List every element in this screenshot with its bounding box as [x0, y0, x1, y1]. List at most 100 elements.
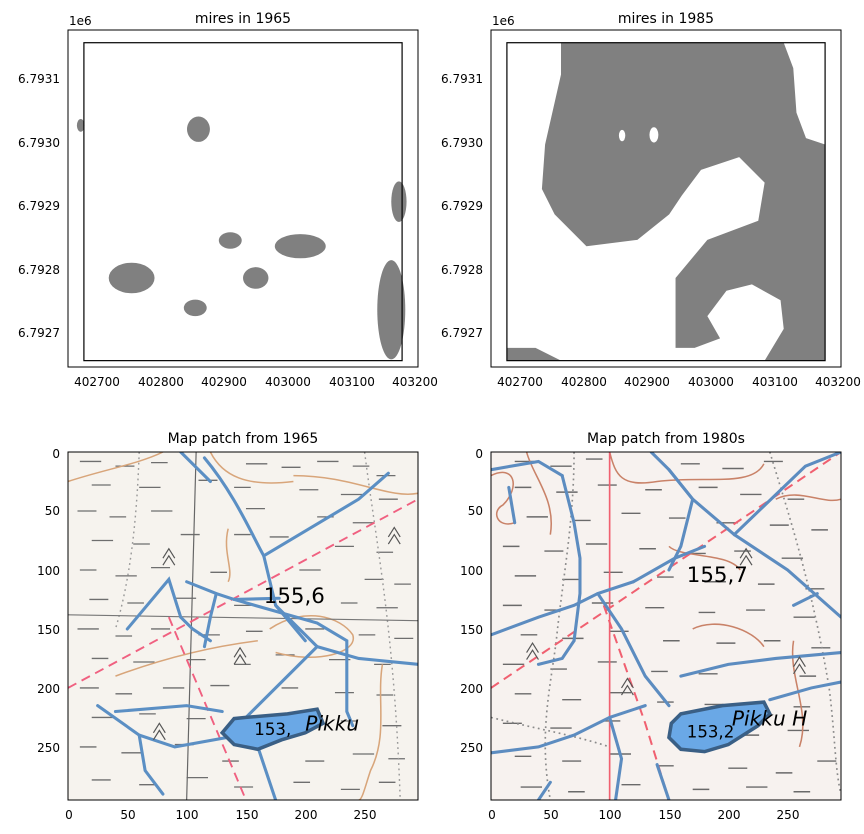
- axes-frame: [490, 29, 842, 368]
- x-tick-label: 402800: [138, 375, 184, 389]
- contour-lines: [491, 452, 841, 748]
- y-tick-label: 6.7927: [441, 326, 483, 340]
- x-tick-label: 250: [777, 808, 800, 822]
- y-tick-label: 6.7931: [441, 72, 483, 86]
- y-tick-label: 6.7928: [441, 263, 483, 277]
- panel-map-1980s: Map patch from 1980s: [460, 431, 842, 822]
- y-tick-label: 100: [37, 564, 60, 578]
- conifer-symbols: [526, 547, 806, 696]
- map-paper: [491, 452, 841, 800]
- panel-title: mires in 1985: [618, 11, 714, 27]
- x-tick-label: 402700: [497, 375, 543, 389]
- y-tick-label: 200: [37, 682, 60, 696]
- x-tick-label: 403200: [392, 375, 438, 389]
- dotted-boundaries: [491, 452, 841, 800]
- mire-patch: [377, 260, 406, 360]
- x-axis: 402700 402800 402900 403000 403100 40320…: [497, 375, 861, 389]
- y-tick-label: 250: [460, 741, 483, 755]
- panel-title: Map patch from 1980s: [587, 431, 745, 447]
- panel-title: mires in 1965: [195, 11, 291, 27]
- x-tick-label: 403100: [329, 375, 375, 389]
- y-tick-label: 50: [45, 504, 60, 518]
- y-tick-label: 50: [468, 504, 483, 518]
- axes-frame: [490, 451, 842, 801]
- x-tick-label: 402700: [74, 375, 120, 389]
- streams: [96, 452, 418, 800]
- y-tick-label: 6.7929: [18, 199, 60, 213]
- y-axis: 0 50 100 150 200 250: [460, 447, 483, 755]
- y-tick-label: 6.7931: [18, 72, 60, 86]
- y-axis: 0 50 100 150 200 250: [37, 447, 60, 755]
- mire-patch: [218, 232, 242, 249]
- y-offset-label: 1e6: [69, 14, 92, 28]
- x-tick-label: 100: [599, 808, 622, 822]
- mire-patch: [243, 267, 269, 289]
- y-tick-label: 6.7929: [441, 199, 483, 213]
- admin-boundary: [602, 605, 670, 800]
- non-mire-clearing: [526, 47, 552, 64]
- x-tick-label: 0: [65, 808, 73, 822]
- x-tick-label: 403000: [265, 375, 311, 389]
- y-axis: 6.7931 6.7930 6.7929 6.7928 6.7927: [441, 72, 483, 340]
- axes-frame: [67, 29, 419, 368]
- place-name-label: Pikku: [305, 711, 359, 735]
- grid-line: [68, 614, 418, 622]
- y-tick-label: 100: [460, 564, 483, 578]
- marsh-hatching: [77, 460, 414, 791]
- plot-area: [506, 42, 826, 362]
- x-tick-label: 150: [659, 808, 682, 822]
- x-tick-label: 150: [236, 808, 259, 822]
- y-tick-label: 150: [460, 623, 483, 637]
- mire-patch: [76, 119, 85, 132]
- study-area-boundary: [83, 42, 403, 362]
- non-mire-clearing: [649, 127, 659, 143]
- mire-area: [506, 347, 561, 361]
- x-axis: 0 50 100 150 200 250: [65, 808, 376, 822]
- x-tick-label: 403100: [752, 375, 798, 389]
- study-area-boundary: [506, 42, 826, 362]
- admin-boundary: [68, 498, 418, 689]
- admin-boundary: [491, 452, 841, 689]
- contour-lines: [68, 452, 418, 800]
- mire-patch: [183, 299, 207, 317]
- y-tick-label: 0: [475, 447, 483, 461]
- x-tick-label: 50: [120, 808, 135, 822]
- y-tick-label: 150: [37, 623, 60, 637]
- non-mire-clearing: [618, 129, 626, 142]
- panel-mires-1965: mires in 1965 1e6 402700 402800 402900 4…: [18, 11, 438, 389]
- panel-map-1965: Map patch from 1965: [37, 431, 419, 822]
- lake: [667, 700, 772, 754]
- axes-frame: [67, 451, 419, 801]
- y-offset-label: 1e6: [492, 14, 515, 28]
- x-tick-label: 100: [176, 808, 199, 822]
- x-tick-label: 200: [718, 808, 741, 822]
- y-tick-label: 0: [52, 447, 60, 461]
- mire-patch: [391, 181, 407, 223]
- mire-area: [541, 42, 826, 361]
- x-tick-label: 200: [295, 808, 318, 822]
- x-tick-label: 250: [354, 808, 377, 822]
- x-tick-label: 402900: [201, 375, 247, 389]
- y-tick-label: 6.7927: [18, 326, 60, 340]
- lake-height-label: 153,2: [687, 723, 735, 742]
- panel-title: Map patch from 1965: [168, 431, 319, 447]
- y-tick-label: 6.7930: [18, 136, 60, 150]
- y-tick-label: 250: [37, 741, 60, 755]
- map-image: 155,7 153,2 Pikku H: [491, 452, 841, 800]
- height-label: 155,6: [264, 584, 325, 609]
- x-tick-label: 0: [488, 808, 496, 822]
- y-axis: 6.7931 6.7930 6.7929 6.7928 6.7927: [18, 72, 60, 340]
- y-tick-label: 6.7930: [441, 136, 483, 150]
- streams: [491, 452, 841, 800]
- y-tick-label: 6.7928: [18, 263, 60, 277]
- place-name-label: Pikku H: [732, 707, 807, 731]
- x-tick-label: 50: [543, 808, 558, 822]
- lake-height-label: 153,: [254, 720, 291, 739]
- x-tick-label: 402800: [561, 375, 607, 389]
- x-tick-label: 403000: [688, 375, 734, 389]
- x-axis: 0 50 100 150 200 250: [488, 808, 799, 822]
- mire-patch: [108, 262, 155, 294]
- panel-mires-1985: mires in 1985 1e6 402700 402800 402900 4…: [441, 11, 861, 389]
- mire-patch: [187, 116, 210, 142]
